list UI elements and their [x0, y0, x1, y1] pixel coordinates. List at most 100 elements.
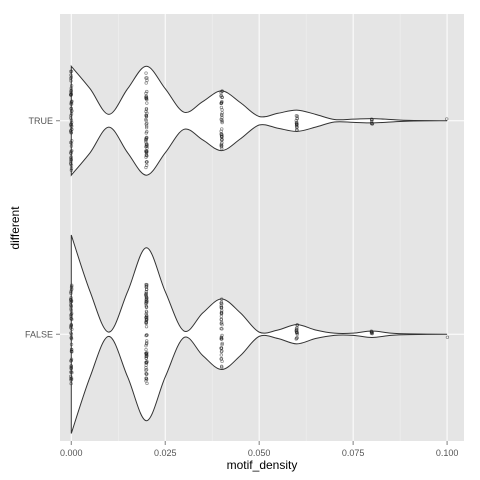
- violin-true: [70, 64, 448, 177]
- data-point: [220, 333, 224, 338]
- data-point: [69, 163, 74, 168]
- data-point: [144, 107, 149, 112]
- data-point: [144, 312, 148, 316]
- data-point: [69, 367, 73, 371]
- data-point: [69, 300, 73, 304]
- data-point: [370, 122, 374, 126]
- data-point: [220, 341, 224, 346]
- data-point: [69, 69, 73, 74]
- data-point: [69, 317, 73, 321]
- data-point: [219, 112, 224, 117]
- data-point: [220, 302, 224, 306]
- data-point: [69, 149, 73, 154]
- data-point: [144, 300, 148, 304]
- data-point: [445, 117, 449, 121]
- y-axis-title: different: [8, 206, 22, 250]
- data-point: [69, 124, 73, 128]
- data-point: [69, 313, 73, 317]
- data-point: [145, 89, 149, 94]
- data-point: [145, 130, 149, 134]
- data-point: [69, 73, 73, 77]
- data-point: [69, 291, 73, 296]
- data-point: [144, 302, 148, 306]
- data-point: [69, 290, 73, 294]
- data-point: [69, 155, 73, 159]
- data-point: [69, 166, 74, 171]
- data-point: [69, 376, 74, 380]
- data-point: [70, 139, 74, 143]
- data-point: [219, 305, 224, 310]
- y-tick-label: TRUE: [29, 116, 54, 126]
- data-point: [69, 131, 74, 135]
- data-point: [70, 350, 74, 354]
- data-point: [144, 136, 148, 140]
- data-point: [219, 353, 223, 357]
- data-point: [295, 125, 299, 129]
- data-point: [294, 326, 299, 331]
- data-point: [144, 81, 148, 85]
- violins: [70, 64, 448, 434]
- data-point: [145, 154, 149, 158]
- data-point: [144, 295, 148, 299]
- data-point: [220, 111, 224, 115]
- data-point: [144, 165, 148, 170]
- data-point: [69, 79, 73, 83]
- data-point: [220, 327, 224, 331]
- x-axis: 0.000 0.025 0.050 0.075 0.100: [60, 441, 458, 458]
- data-point: [295, 120, 299, 125]
- data-point: [144, 117, 148, 122]
- data-point: [220, 365, 224, 369]
- data-point: [219, 312, 224, 316]
- data-point: [70, 100, 74, 104]
- data-point: [69, 359, 73, 363]
- data-point: [145, 339, 149, 343]
- data-point: [295, 332, 299, 336]
- data-point: [220, 118, 224, 122]
- data-point: [144, 290, 148, 294]
- data-point: [69, 84, 74, 88]
- data-point: [295, 117, 299, 121]
- data-point: [219, 134, 224, 139]
- x-tick-label: 0.050: [248, 448, 271, 458]
- data-point: [145, 333, 149, 337]
- data-point: [69, 336, 73, 340]
- data-point: [220, 89, 224, 94]
- data-point: [70, 317, 74, 322]
- data-point: [70, 311, 74, 316]
- data-point: [220, 133, 224, 137]
- data-point: [370, 118, 374, 122]
- data-point: [144, 71, 148, 75]
- data-point: [144, 320, 148, 324]
- data-point: [69, 296, 73, 300]
- x-tick-label: 0.075: [342, 448, 365, 458]
- data-point: [219, 94, 223, 98]
- data-point: [69, 88, 73, 93]
- data-point: [144, 368, 148, 372]
- data-point: [69, 92, 73, 97]
- data-point: [69, 168, 74, 172]
- data-point: [220, 297, 224, 301]
- data-point: [69, 285, 74, 290]
- data-point: [69, 307, 73, 311]
- plot-panel: [60, 14, 464, 441]
- data-point: [69, 305, 73, 309]
- data-point: [70, 149, 74, 153]
- data-point: [220, 146, 224, 151]
- data-point: [69, 114, 73, 118]
- data-point: [145, 98, 149, 102]
- data-point: [144, 145, 148, 149]
- data-point: [144, 347, 148, 352]
- x-tick-label: 0.025: [154, 448, 177, 458]
- y-axis: FALSE TRUE: [25, 116, 60, 339]
- data-point: [144, 372, 148, 376]
- data-point: [445, 335, 450, 339]
- data-point: [144, 325, 149, 329]
- data-point: [145, 160, 149, 164]
- data-point: [144, 356, 148, 361]
- data-point: [69, 323, 73, 327]
- data-point: [69, 118, 74, 122]
- data-point: [69, 357, 74, 361]
- data-point: [69, 112, 74, 116]
- data-point: [144, 351, 148, 356]
